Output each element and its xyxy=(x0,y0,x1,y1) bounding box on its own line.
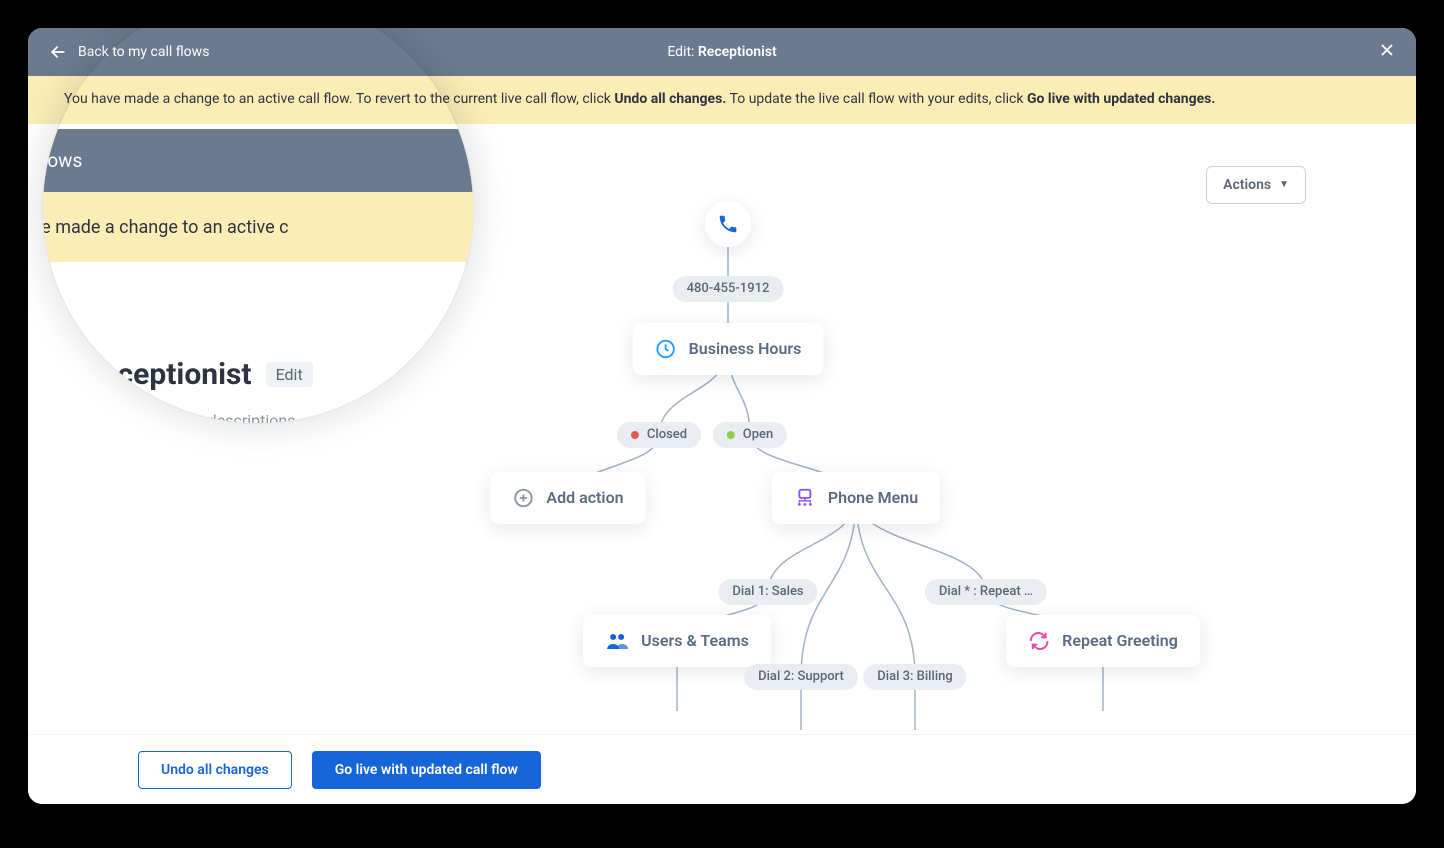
edge-label: Dial 1: Sales xyxy=(718,579,817,605)
undo-all-button[interactable]: Undo all changes xyxy=(138,751,292,789)
close-button[interactable] xyxy=(1378,41,1396,63)
go-live-button[interactable]: Go live with updated call flow xyxy=(312,751,541,789)
flow-node[interactable]: Repeat Greeting xyxy=(1006,615,1200,667)
footer: Undo all changes Go live with updated ca… xyxy=(28,734,1416,804)
edge-label: Dial 2: Support xyxy=(744,664,858,690)
phone-icon xyxy=(717,213,739,235)
edge-label: Dial * : Repeat … xyxy=(925,579,1047,605)
edge-label: Dial 3: Billing xyxy=(863,664,966,690)
edge-label: 480-455-1912 xyxy=(673,276,784,302)
users-icon xyxy=(605,630,629,652)
close-icon xyxy=(1378,41,1396,59)
flow-node[interactable]: Business Hours xyxy=(633,323,824,375)
flow-node[interactable]: Users & Teams xyxy=(583,615,771,667)
repeat-icon xyxy=(1028,630,1050,652)
edge-label: Closed xyxy=(617,422,701,448)
clock-icon xyxy=(655,338,677,360)
arrow-left-icon xyxy=(48,42,68,62)
ivr-icon xyxy=(794,488,816,508)
edge-label: Open xyxy=(713,422,787,448)
flow-node[interactable]: Phone Menu xyxy=(772,472,940,524)
magnifier-lens: ny call flows You have made a change to … xyxy=(43,28,473,423)
header-title: Edit: Receptionist xyxy=(667,44,776,60)
plus-icon xyxy=(512,487,534,509)
start-node[interactable] xyxy=(705,201,751,247)
flow-node[interactable]: Add action xyxy=(490,472,645,524)
